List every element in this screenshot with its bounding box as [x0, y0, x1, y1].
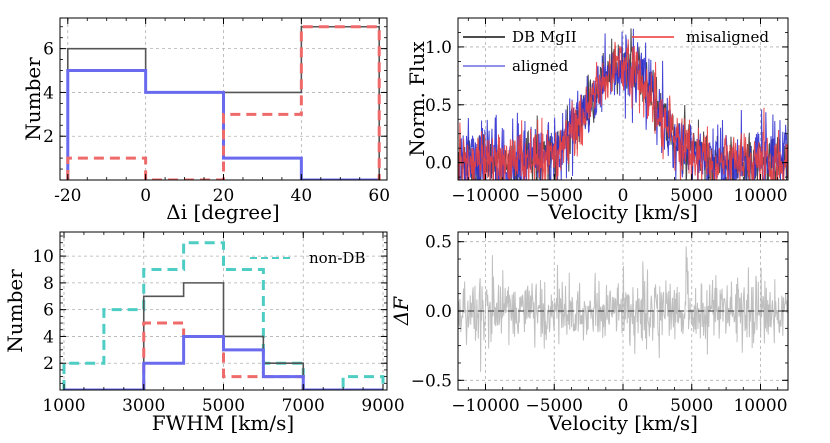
legend: DB MgII misaligned aligned: [463, 28, 769, 75]
tick-marks: [458, 232, 788, 390]
flux-difference-panel: −10000 −5000 0 5000 10000 −0.5 0.0 0.5 Velocit…: [389, 231, 789, 435]
x-tick-label: −5000: [525, 396, 583, 416]
x-tick-label: −10000: [451, 396, 519, 416]
legend-label-db-mgii: DB MgII: [512, 28, 577, 46]
y-tick-label: 4: [43, 327, 54, 347]
x-tick-label: −5000: [525, 186, 583, 206]
spectra-overlay-panel: −10000 −5000 0 5000 10000 0.0 0.5 1.0 DB MgII …: [405, 17, 789, 224]
x-tick-label: 7000: [282, 396, 325, 416]
x-tick-label: 0: [618, 396, 629, 416]
y-tick-label: 0.5: [425, 96, 452, 116]
plot-area: [458, 28, 788, 180]
line-series-misaligned: [458, 39, 788, 180]
x-tick-label: 5000: [202, 396, 245, 416]
x-tick-labels: −10000 −5000 0 5000 10000: [451, 186, 787, 206]
y-tick-label: 0.5: [425, 233, 452, 253]
y-tick-labels: −0.5 0.0 0.5: [411, 233, 452, 392]
histogram-non-db: [62, 241, 385, 390]
y-axis-label: Number: [3, 269, 27, 353]
x-tick-label: −10000: [451, 186, 519, 206]
histogram-misaligned: [66, 25, 381, 180]
y-tick-label: 8: [43, 274, 54, 294]
legend-label-misaligned: misaligned: [686, 28, 769, 46]
x-tick-label: 5000: [670, 186, 713, 206]
x-axis-label: Velocity [km/s]: [547, 411, 698, 435]
y-tick-label: 6: [43, 40, 54, 60]
y-tick-labels: 2 4 6 8 10: [32, 247, 54, 374]
x-tick-label: 20: [213, 186, 235, 206]
tick-marks: [60, 232, 387, 391]
y-tick-label: 0.0: [425, 154, 452, 174]
line-series-difference: [458, 246, 788, 372]
y-tick-label: 1.0: [425, 38, 452, 58]
x-tick-label: 60: [368, 186, 390, 206]
x-tick-label: 10000: [733, 186, 787, 206]
y-tick-label: 10: [32, 247, 54, 267]
legend-label-aligned: aligned: [512, 57, 569, 75]
grid: [458, 18, 788, 180]
histogram-aligned: [66, 69, 380, 180]
x-axis-label: Velocity [km/s]: [547, 200, 698, 224]
y-tick-label: 4: [43, 83, 54, 103]
plot-area: [66, 25, 381, 180]
plot-area: [458, 246, 788, 372]
x-tick-label: 9000: [361, 396, 404, 416]
y-axis-label: Number: [21, 57, 45, 141]
x-tick-label: 0: [140, 186, 151, 206]
legend-label-non-db: non-DB: [309, 249, 365, 267]
y-tick-label: −0.5: [411, 371, 452, 391]
x-axis-label: FWHM [km/s]: [152, 411, 294, 435]
y-tick-label: 6: [43, 301, 54, 321]
fwhm-histogram-panel: 1000 3000 5000 7000 9000 2 4 6 8 10 non-DB FWHM …: [3, 231, 405, 435]
y-axis-label: ΔF: [389, 296, 413, 326]
y-axis-label: Norm. Flux: [405, 41, 429, 157]
x-tick-labels: 1000 3000 5000 7000 9000: [42, 396, 404, 416]
y-tick-labels: 2 4 6: [43, 40, 54, 148]
x-tick-label: -20: [54, 186, 81, 206]
inclination-histogram-panel: -20 0 20 40 60 2 4 6 Δi [degree] Number: [21, 17, 390, 224]
y-tick-label: 2: [43, 127, 54, 147]
x-tick-labels: -20 0 20 40 60: [54, 186, 390, 206]
x-tick-label: 1000: [42, 396, 85, 416]
x-tick-label: 40: [291, 186, 313, 206]
y-tick-label: 2: [43, 354, 54, 374]
tick-marks: [60, 18, 387, 181]
tick-marks: [458, 17, 788, 180]
x-tick-label: 0: [618, 186, 629, 206]
legend: non-DB: [250, 249, 365, 267]
x-axis-label: Δi [degree]: [166, 200, 279, 224]
x-tick-label: 3000: [122, 396, 165, 416]
y-tick-label: 0.0: [425, 302, 452, 322]
x-tick-labels: −10000 −5000 0 5000 10000: [451, 396, 787, 416]
x-tick-label: 5000: [670, 396, 713, 416]
y-tick-labels: 0.0 0.5 1.0: [425, 38, 452, 174]
x-tick-label: 10000: [733, 396, 787, 416]
